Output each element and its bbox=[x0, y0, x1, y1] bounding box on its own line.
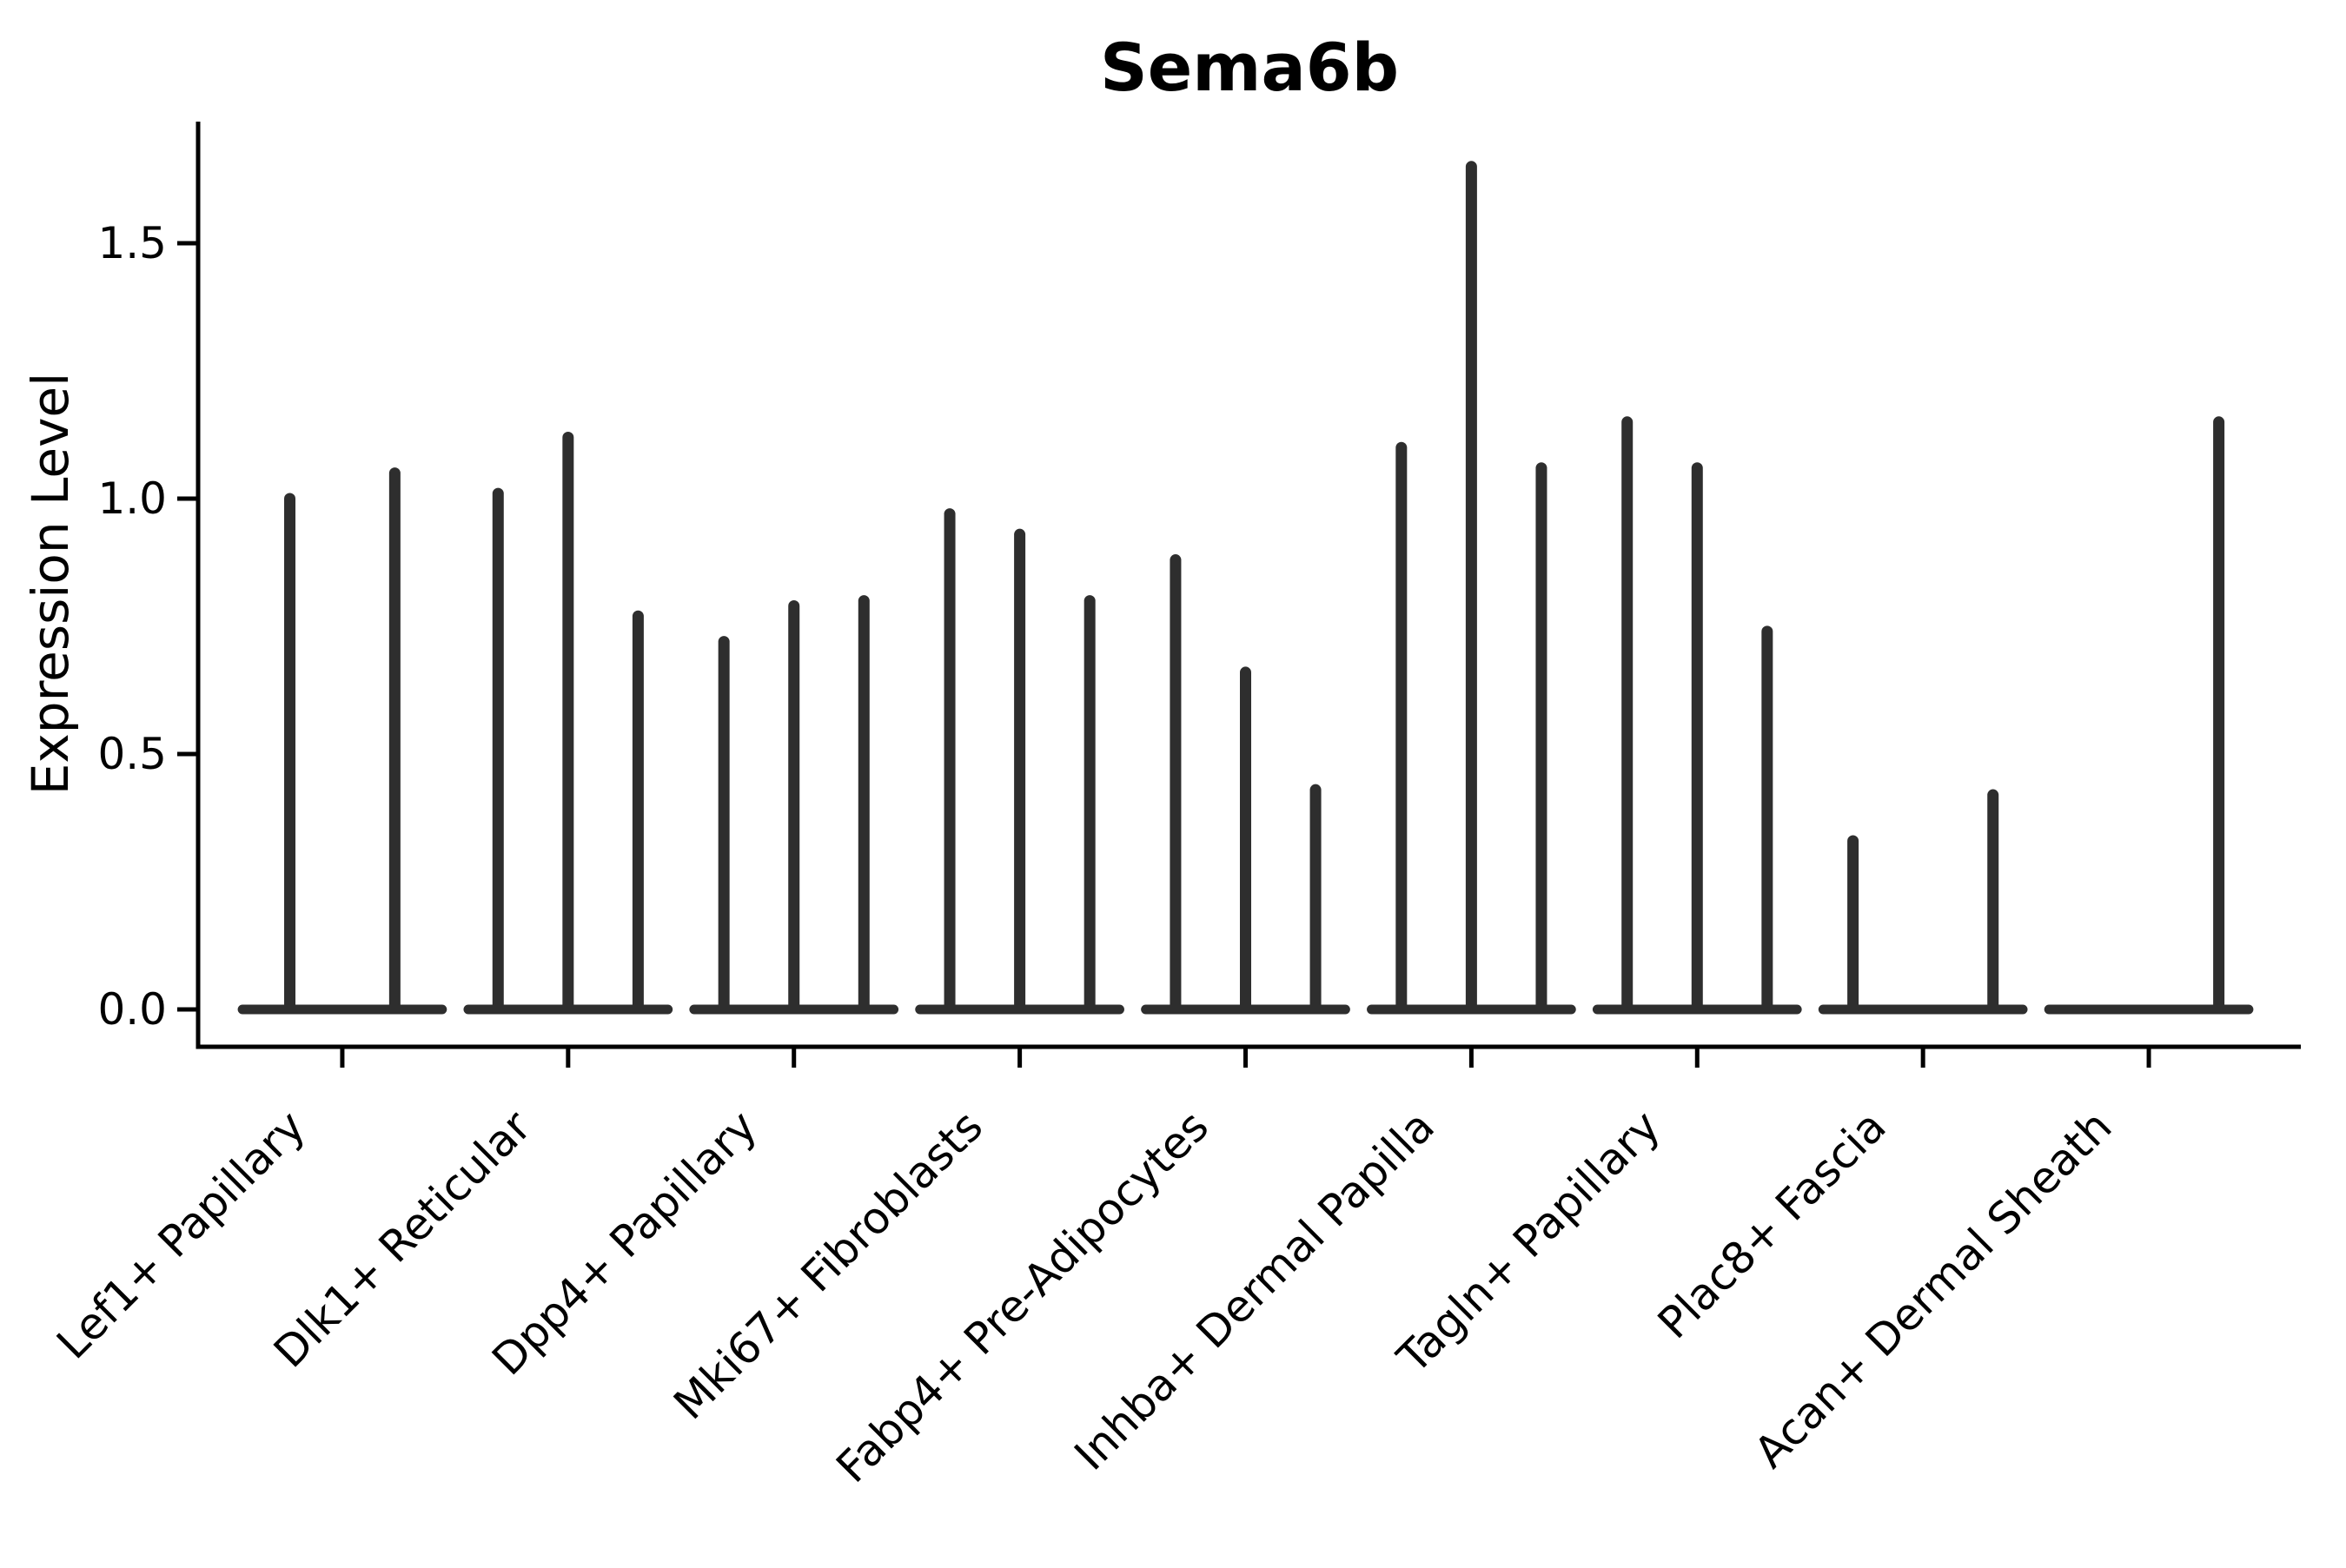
violin-group bbox=[1818, 789, 2028, 1015]
x-tick-label: Inhba+ Dermal Papilla bbox=[1065, 1101, 1444, 1479]
y-tick-label: 0.5 bbox=[97, 729, 167, 779]
x-tick-label: Lef1+ Papillary bbox=[47, 1101, 315, 1368]
x-tick-label: Acan+ Dermal Sheath bbox=[1745, 1101, 2122, 1478]
violin-series bbox=[237, 161, 2254, 1015]
x-tick-label: Fabp4+ Pre-Adipocytes bbox=[826, 1101, 1218, 1492]
violin-group bbox=[237, 467, 447, 1015]
chart-title: Sema6b bbox=[1100, 29, 1399, 106]
violin-group bbox=[2044, 416, 2254, 1015]
axes-spines bbox=[196, 122, 2301, 1049]
y-tick-label: 1.0 bbox=[97, 473, 167, 524]
y-axis-label: Expression Level bbox=[21, 373, 80, 795]
y-tick-label: 0.0 bbox=[97, 984, 167, 1035]
y-axis-ticks: 0.0 0.5 1.0 1.5 bbox=[97, 218, 198, 1035]
violin-group bbox=[915, 508, 1124, 1015]
violin-group bbox=[1367, 161, 1576, 1015]
y-tick-label: 1.5 bbox=[97, 218, 167, 268]
violin-group bbox=[689, 595, 899, 1015]
violin-group bbox=[1592, 416, 1802, 1015]
violin-group bbox=[463, 431, 673, 1015]
x-tick-label: Plac8+ Fascia bbox=[1648, 1101, 1896, 1348]
violin-group bbox=[1141, 554, 1350, 1015]
